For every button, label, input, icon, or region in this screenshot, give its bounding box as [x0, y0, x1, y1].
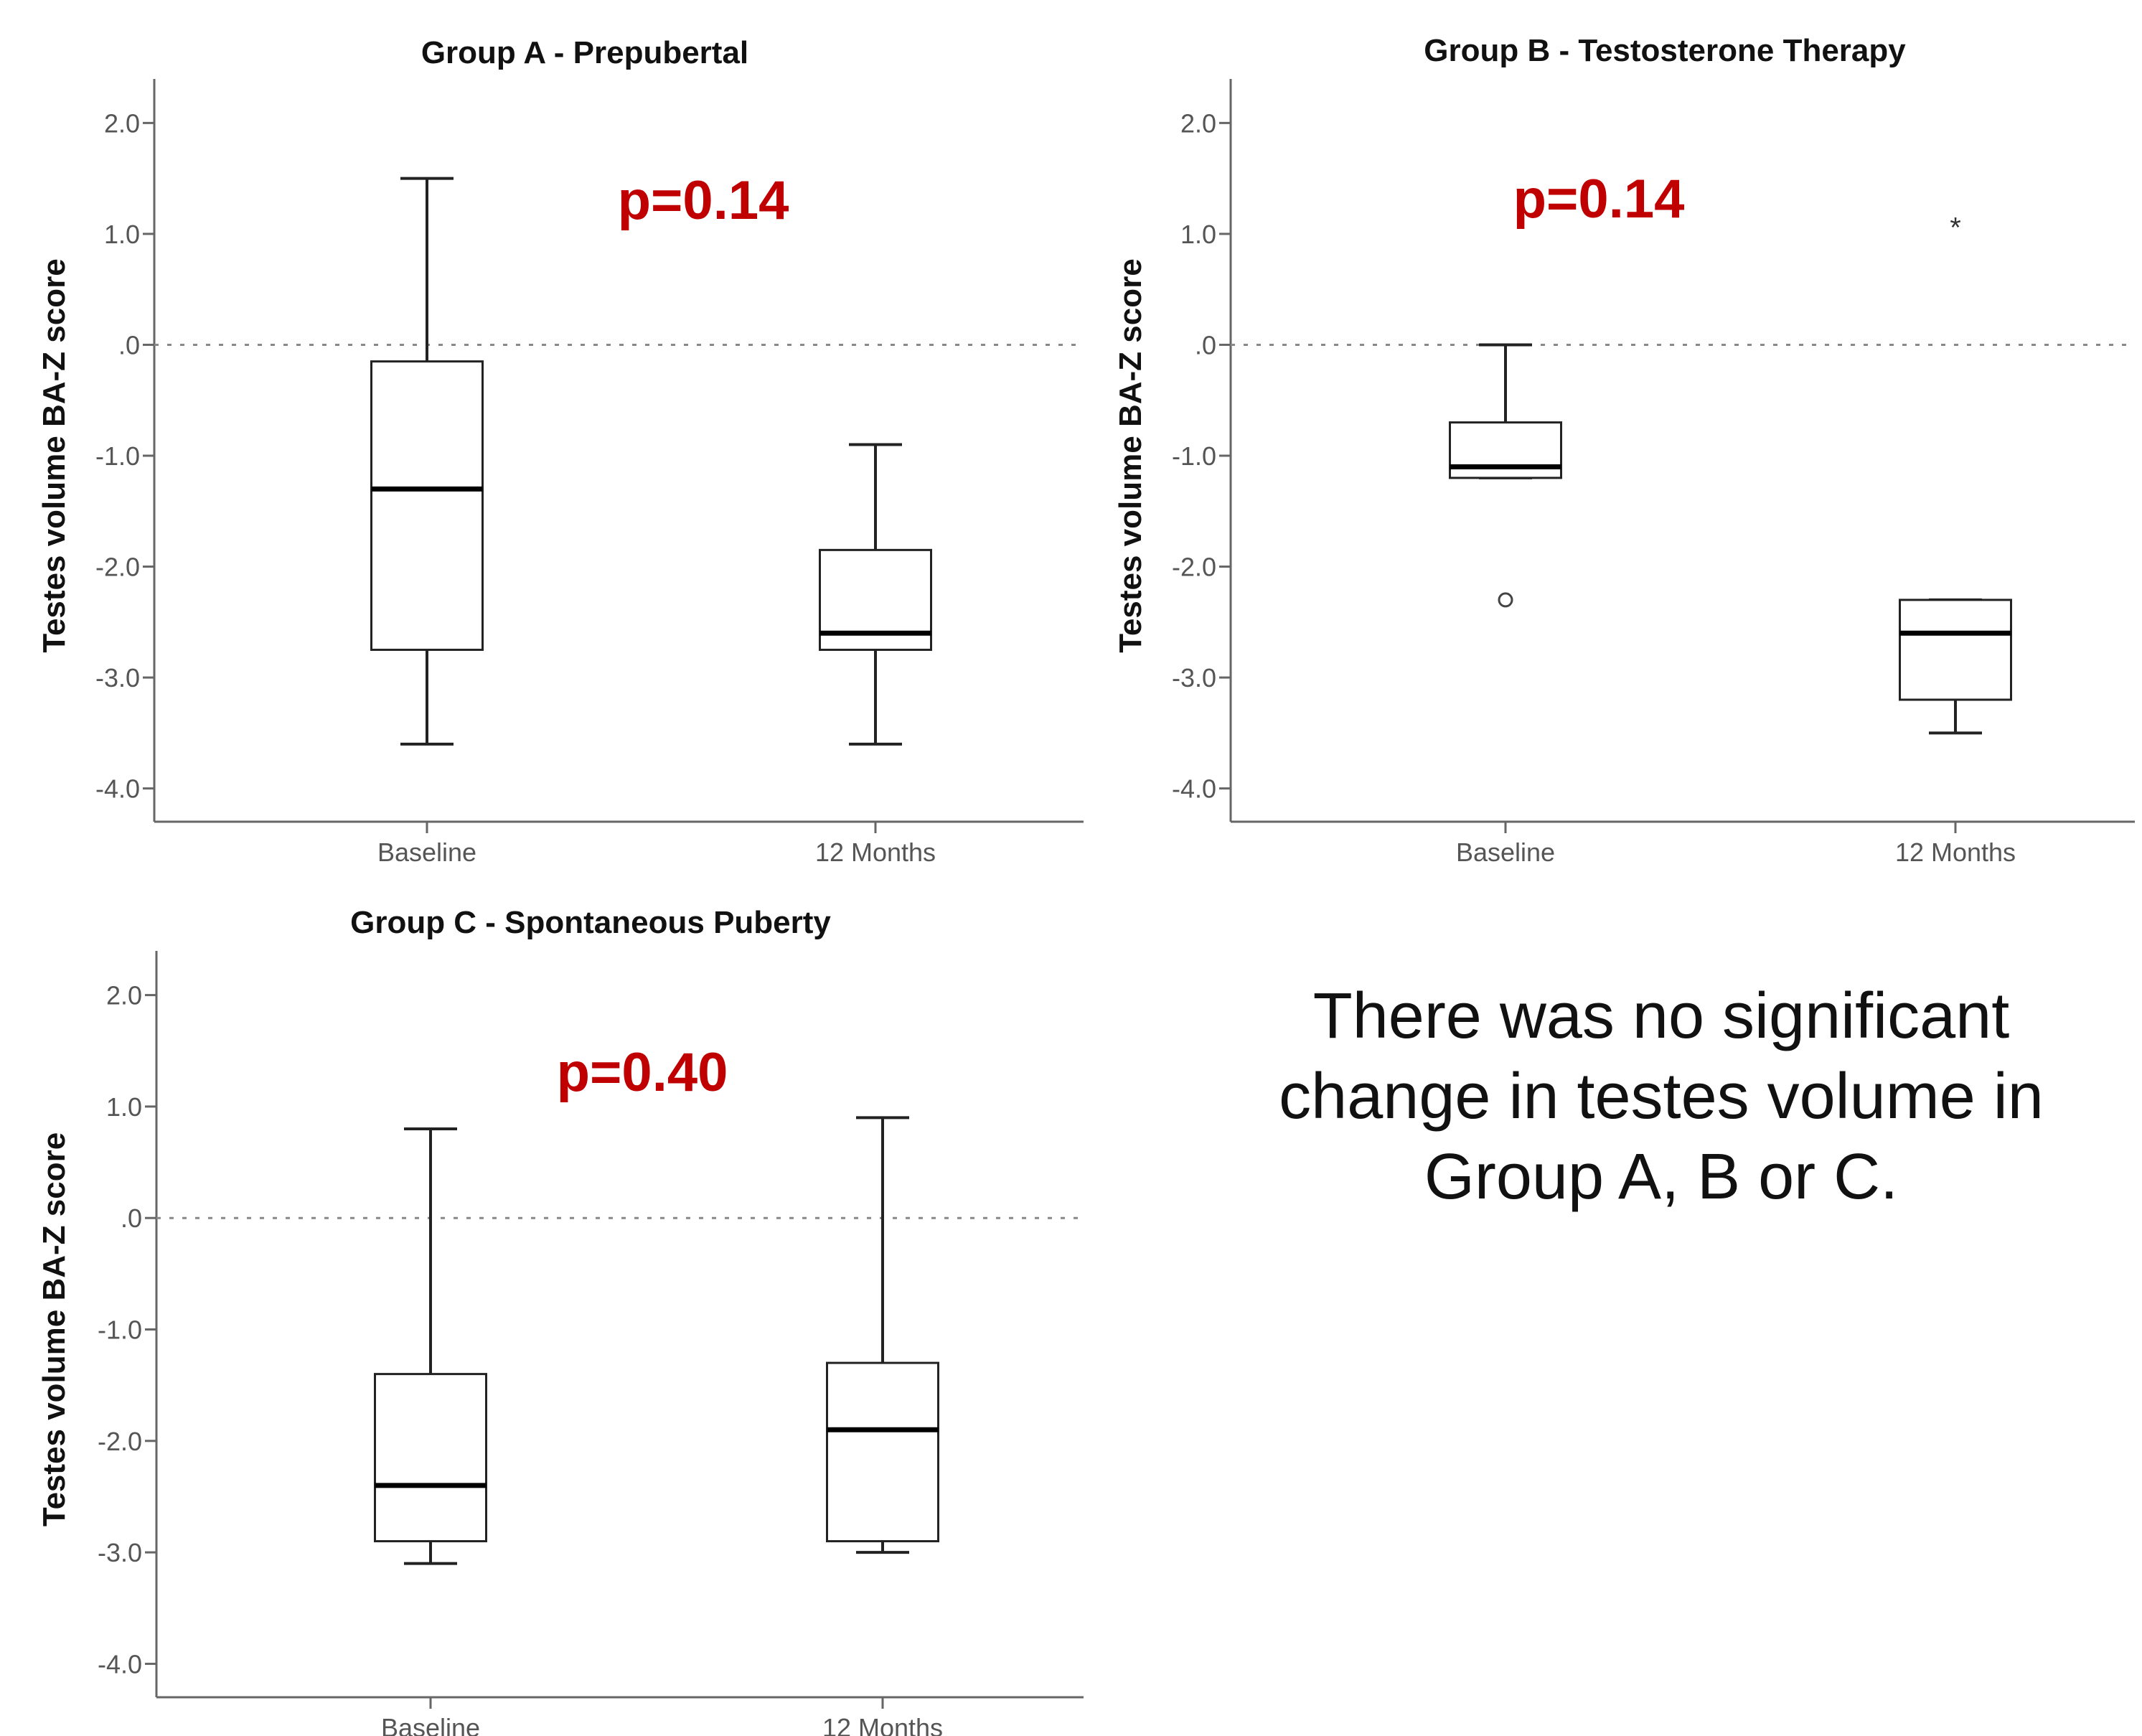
- chart-panel-1: Group A - Prepubertal Testes volume BA-Z …: [37, 35, 1084, 867]
- x-tick-label: 12 Months: [822, 1713, 943, 1736]
- y-tick-label: -1.0: [95, 441, 140, 471]
- interquartile-box: [1899, 599, 2012, 701]
- box-plot-baseline: [370, 177, 484, 746]
- y-tick-label: 1.0: [106, 1092, 142, 1122]
- box-plot-12-months: *: [1899, 212, 2012, 735]
- y-tick-label: -3.0: [1172, 663, 1216, 693]
- interquartile-box: [1449, 421, 1562, 479]
- box-plot-baseline: [374, 1127, 487, 1565]
- x-tick-label: 12 Months: [1895, 837, 2016, 867]
- x-tick-label: Baseline: [1456, 837, 1555, 867]
- chart-panel-3: Group C - Spontaneous Puberty Testes volu…: [37, 905, 1084, 1736]
- box-plot-12-months: [819, 443, 932, 746]
- chart-title: Group C - Spontaneous Puberty: [350, 905, 831, 940]
- p-value-annotation: p=0.14: [1513, 169, 1685, 230]
- y-tick-label: -1.0: [1172, 441, 1216, 471]
- y-tick-label: -2.0: [1172, 553, 1216, 582]
- y-tick-label: 1.0: [104, 220, 140, 249]
- interquartile-box: [826, 1361, 939, 1543]
- chart-title: Group B - Testosterone Therapy: [1424, 33, 1906, 68]
- y-tick-label: -3.0: [95, 663, 140, 693]
- y-axis-label: Testes volume BA-Z score: [37, 258, 72, 652]
- box-plot-baseline: [1449, 343, 1562, 608]
- extreme-point: *: [1950, 212, 1961, 243]
- box-plot-12-months: [826, 1116, 939, 1554]
- chart-title: Group A - Prepubertal: [421, 35, 748, 70]
- y-tick-label: -4.0: [1172, 774, 1216, 804]
- y-tick-label: -4.0: [98, 1649, 142, 1679]
- p-value-annotation: p=0.40: [557, 1042, 728, 1103]
- y-tick-label: -2.0: [95, 553, 140, 582]
- y-tick-label: .0: [118, 330, 140, 360]
- y-tick-label: -2.0: [98, 1427, 142, 1456]
- y-tick-label: -4.0: [95, 774, 140, 804]
- y-tick-label: 2.0: [106, 981, 142, 1010]
- y-tick-label: .0: [121, 1204, 142, 1233]
- p-value-annotation: p=0.14: [618, 170, 789, 231]
- y-tick-label: -1.0: [98, 1315, 142, 1345]
- y-tick-label: 2.0: [1180, 108, 1216, 138]
- y-tick-label: 2.0: [104, 108, 140, 138]
- interquartile-box: [370, 360, 484, 651]
- x-tick-label: Baseline: [377, 837, 476, 867]
- x-tick-label: Baseline: [381, 1713, 480, 1736]
- y-tick-label: 1.0: [1180, 220, 1216, 249]
- chart-panel-2: Group B - Testosterone Therapy Testes vol…: [1113, 33, 2135, 867]
- y-axis-label: Testes volume BA-Z score: [1113, 258, 1148, 652]
- y-tick-label: .0: [1195, 330, 1216, 360]
- y-axis-label: Testes volume BA-Z score: [37, 1132, 72, 1526]
- x-tick-label: 12 Months: [815, 837, 936, 867]
- summary-text: There was no significant change in teste…: [1279, 980, 2044, 1213]
- interquartile-box: [374, 1373, 487, 1543]
- outlier-point: [1498, 592, 1513, 608]
- y-tick-label: -3.0: [98, 1538, 142, 1567]
